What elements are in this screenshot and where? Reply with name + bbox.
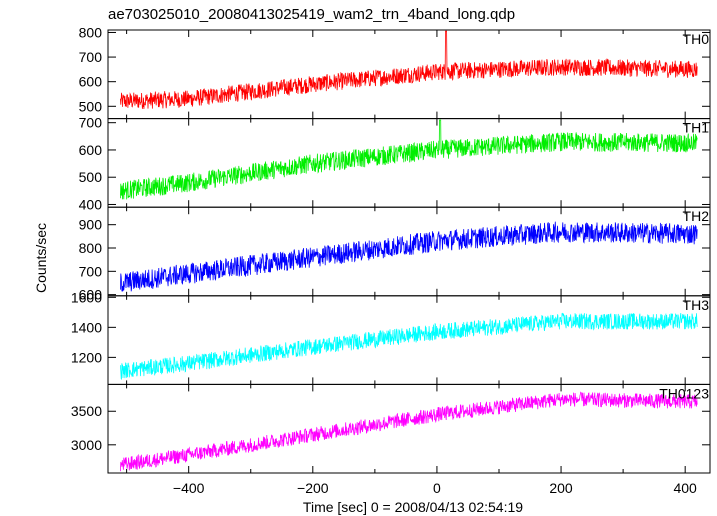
y-tick-label: 700 (79, 263, 103, 279)
x-tick-label: −200 (297, 480, 329, 496)
y-tick-label: 3500 (71, 403, 102, 419)
series-line-th0123 (120, 391, 698, 472)
y-tick-label: 800 (79, 24, 103, 40)
y-tick-label: 400 (79, 196, 103, 212)
chart-title: ae703025010_20080413025419_wam2_trn_4ban… (108, 6, 515, 23)
y-tick-label: 1600 (71, 289, 102, 305)
panel-th0123: 3000 3500 TH0123 (71, 383, 711, 474)
y-tick-label: 600 (79, 142, 103, 158)
series-label: TH1 (683, 120, 710, 136)
x-axis: −400 −200 0 200 400 (173, 480, 697, 496)
y-tick-label: 1400 (71, 319, 102, 335)
y-axis-label: Counts/sec (33, 223, 49, 293)
x-tick-label: 200 (549, 480, 573, 496)
x-tick-label: −400 (173, 480, 205, 496)
panels-group: 500 600 700 800 TH0 400 500 600 700 TH1 600 700 800 9… (71, 24, 711, 474)
series-line-th1 (120, 119, 698, 200)
y-tick-label: 800 (79, 240, 103, 256)
series-line-th3 (120, 312, 698, 380)
y-tick-label: 1200 (71, 349, 102, 365)
x-tick-label: 0 (433, 480, 441, 496)
panel-frame (107, 118, 711, 208)
panel-th3: 1200 1400 1600 TH3 (71, 289, 711, 385)
y-tick-label: 500 (79, 169, 103, 185)
x-axis-label: Time [sec] 0 = 2008/04/13 02:54:19 (303, 499, 523, 515)
series-label: TH3 (683, 297, 710, 313)
x-tick-label: 400 (673, 480, 697, 496)
y-tick-label: 3000 (71, 437, 102, 453)
series-label: TH0123 (659, 385, 709, 401)
series-line-th0 (120, 30, 698, 110)
series-label: TH2 (683, 208, 710, 224)
series-label: TH0 (683, 31, 710, 47)
panel-th2: 600 700 800 900 TH2 (79, 206, 711, 303)
panel-th0: 500 600 700 800 TH0 (79, 24, 711, 120)
panel-th1: 400 500 600 700 TH1 (79, 115, 711, 212)
y-tick-label: 500 (79, 98, 103, 114)
series-line-th2 (120, 221, 698, 292)
panel-frame (107, 383, 711, 474)
y-tick-label: 600 (79, 74, 103, 90)
y-tick-label: 700 (79, 49, 103, 65)
y-tick-label: 900 (79, 217, 103, 233)
y-tick-label: 700 (79, 115, 103, 131)
y-tick-label: 600 (79, 287, 103, 303)
